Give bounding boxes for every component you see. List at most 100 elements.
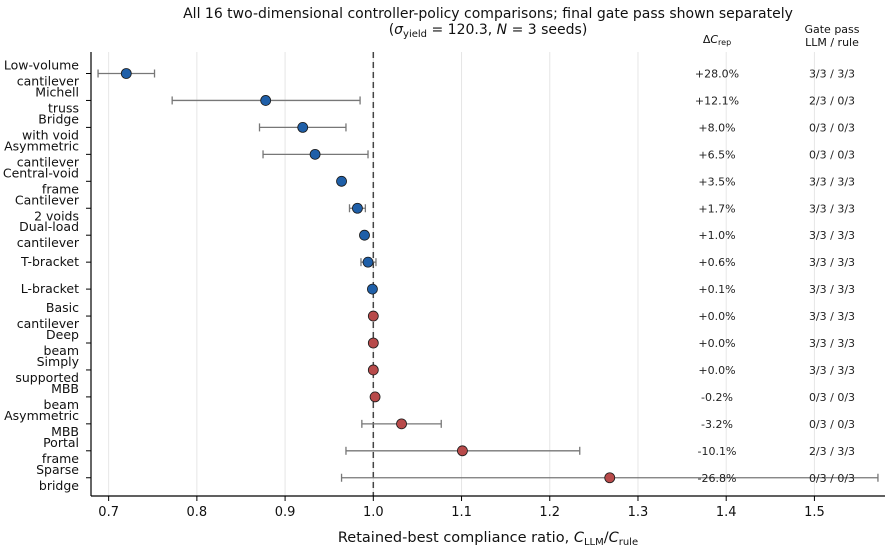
data-point xyxy=(367,364,379,376)
delta-value: +6.5% xyxy=(698,148,735,161)
y-tick-label: bridge xyxy=(39,478,79,493)
gate-value: 2/3 / 0/3 xyxy=(809,94,855,107)
y-tick-label: truss xyxy=(48,100,79,115)
y-tick-label: cantilever xyxy=(17,74,80,89)
delta-value: +8.0% xyxy=(698,121,735,134)
data-point xyxy=(367,310,379,322)
data-point xyxy=(396,418,407,430)
gate-value: 3/3 / 3/3 xyxy=(809,310,855,323)
y-tick-label: Asymmetric xyxy=(4,408,79,423)
x-tick-label: 1.5 xyxy=(804,505,825,520)
gate-value: 3/3 / 3/3 xyxy=(809,175,855,188)
gate-value: 0/3 / 0/3 xyxy=(809,391,855,404)
delta-value: +0.0% xyxy=(698,364,735,377)
gate-column-header-line2: LLM / rule xyxy=(805,36,859,49)
y-tick-label: frame xyxy=(42,451,79,466)
x-tick-label: 1.1 xyxy=(451,505,472,520)
y-tick-label: MBB xyxy=(51,381,79,396)
delta-value: -10.1% xyxy=(698,445,737,458)
gate-value: 3/3 / 3/3 xyxy=(809,364,855,377)
axes xyxy=(90,52,885,497)
row-annotations: +28.0% 3/3 / 3/3 +12.1% 2/3 / 0/3 +8.0% 0/3 /… xyxy=(695,68,855,485)
gate-value: 3/3 / 3/3 xyxy=(809,229,855,242)
gate-value: 3/3 / 3/3 xyxy=(809,256,855,269)
y-tick-label: Portal xyxy=(43,435,79,450)
x-tick-label: 0.9 xyxy=(275,505,296,520)
data-point xyxy=(367,283,378,295)
gate-value: 0/3 / 0/3 xyxy=(809,418,855,431)
x-tick-label: 1.2 xyxy=(539,505,560,520)
column-headers: ΔCrep Gate pass LLM / rule xyxy=(703,23,860,49)
data-point xyxy=(367,337,379,349)
gate-value: 2/3 / 3/3 xyxy=(809,445,855,458)
delta-value: +0.1% xyxy=(698,283,735,296)
x-tick-label: 1.3 xyxy=(628,505,649,520)
delta-value: +1.7% xyxy=(698,202,735,215)
y-tick-label: 2 voids xyxy=(34,208,79,223)
gate-column-header-line1: Gate pass xyxy=(804,23,859,36)
x-tick-label: 1.4 xyxy=(716,505,737,520)
y-tick-label: beam xyxy=(44,343,79,358)
delta-value: +28.0% xyxy=(695,68,739,81)
delta-value: +12.1% xyxy=(695,94,739,107)
gate-value: 3/3 / 3/3 xyxy=(809,202,855,215)
data-point xyxy=(604,472,616,484)
gate-value: 3/3 / 3/3 xyxy=(809,337,855,350)
data-point xyxy=(120,68,132,79)
y-tick-label: Deep xyxy=(46,327,79,342)
data-point xyxy=(369,391,381,403)
delta-value: +0.0% xyxy=(698,310,735,323)
error-bars xyxy=(97,69,879,482)
data-point xyxy=(362,256,374,268)
y-tick-label: Dual-load xyxy=(19,219,79,234)
gate-value: 0/3 / 0/3 xyxy=(809,121,855,134)
data-point xyxy=(359,229,370,241)
x-ticks: 0.7 0.8 0.9 1.0 1.1 1.2 1.3 1.4 1.5 xyxy=(98,496,825,520)
y-tick-label: cantilever xyxy=(17,154,80,169)
delta-column-header: ΔCrep xyxy=(703,33,731,47)
y-tick-label: Michell xyxy=(35,84,79,99)
gate-value: 3/3 / 3/3 xyxy=(809,283,855,296)
delta-value: -26.8% xyxy=(698,472,737,485)
y-tick-label: T-bracket xyxy=(20,254,79,269)
y-tick-label: L-bracket xyxy=(21,281,79,296)
data-point xyxy=(352,202,363,214)
y-tick-label: supported xyxy=(15,370,79,385)
x-tick-label: 1.0 xyxy=(363,505,384,520)
y-tick-label: Basic xyxy=(46,300,79,315)
data-point xyxy=(309,148,321,160)
y-tick-label: beam xyxy=(44,397,79,412)
x-axis-label: Retained-best compliance ratio, CLLM/Cru… xyxy=(338,530,638,548)
y-tick-label: Central-void xyxy=(3,165,79,180)
gate-value: 0/3 / 0/3 xyxy=(809,472,855,485)
delta-value: +0.0% xyxy=(698,337,735,350)
chart-title: All 16 two-dimensional controller-policy… xyxy=(183,6,793,40)
delta-value: +3.5% xyxy=(698,175,735,188)
delta-value: -3.2% xyxy=(701,418,733,431)
y-tick-label: Bridge xyxy=(38,111,79,126)
data-point xyxy=(336,175,347,187)
y-tick-label: frame xyxy=(42,181,79,196)
y-tick-label: Asymmetric xyxy=(4,138,79,153)
gate-value: 0/3 / 0/3 xyxy=(809,148,855,161)
chart-title-line1: All 16 two-dimensional controller-policy… xyxy=(183,6,793,22)
delta-value: +0.6% xyxy=(698,256,735,269)
y-tick-label: Simply xyxy=(37,354,80,369)
y-tick-label: Low-volume xyxy=(4,58,79,73)
delta-value: -0.2% xyxy=(701,391,733,404)
y-tick-label: cantilever xyxy=(17,235,80,250)
y-tick-label: Sparse xyxy=(36,462,79,477)
y-tick-label: cantilever xyxy=(17,316,80,331)
data-point xyxy=(260,95,272,106)
chart-title-line2: (σyield = 120.3, N = 3 seeds) xyxy=(389,22,588,40)
x-tick-label: 0.7 xyxy=(98,505,119,520)
data-point xyxy=(457,445,468,457)
y-tick-label: MBB xyxy=(51,424,79,439)
gate-value: 3/3 / 3/3 xyxy=(809,68,855,81)
data-points xyxy=(120,68,616,484)
x-tick-label: 0.8 xyxy=(187,505,208,520)
y-tick-label: with void xyxy=(22,127,79,142)
y-tick-label: Cantilever xyxy=(15,192,80,207)
y-tick-labels: Low-volumecantileverMichelltrussBridgewi… xyxy=(3,58,91,493)
